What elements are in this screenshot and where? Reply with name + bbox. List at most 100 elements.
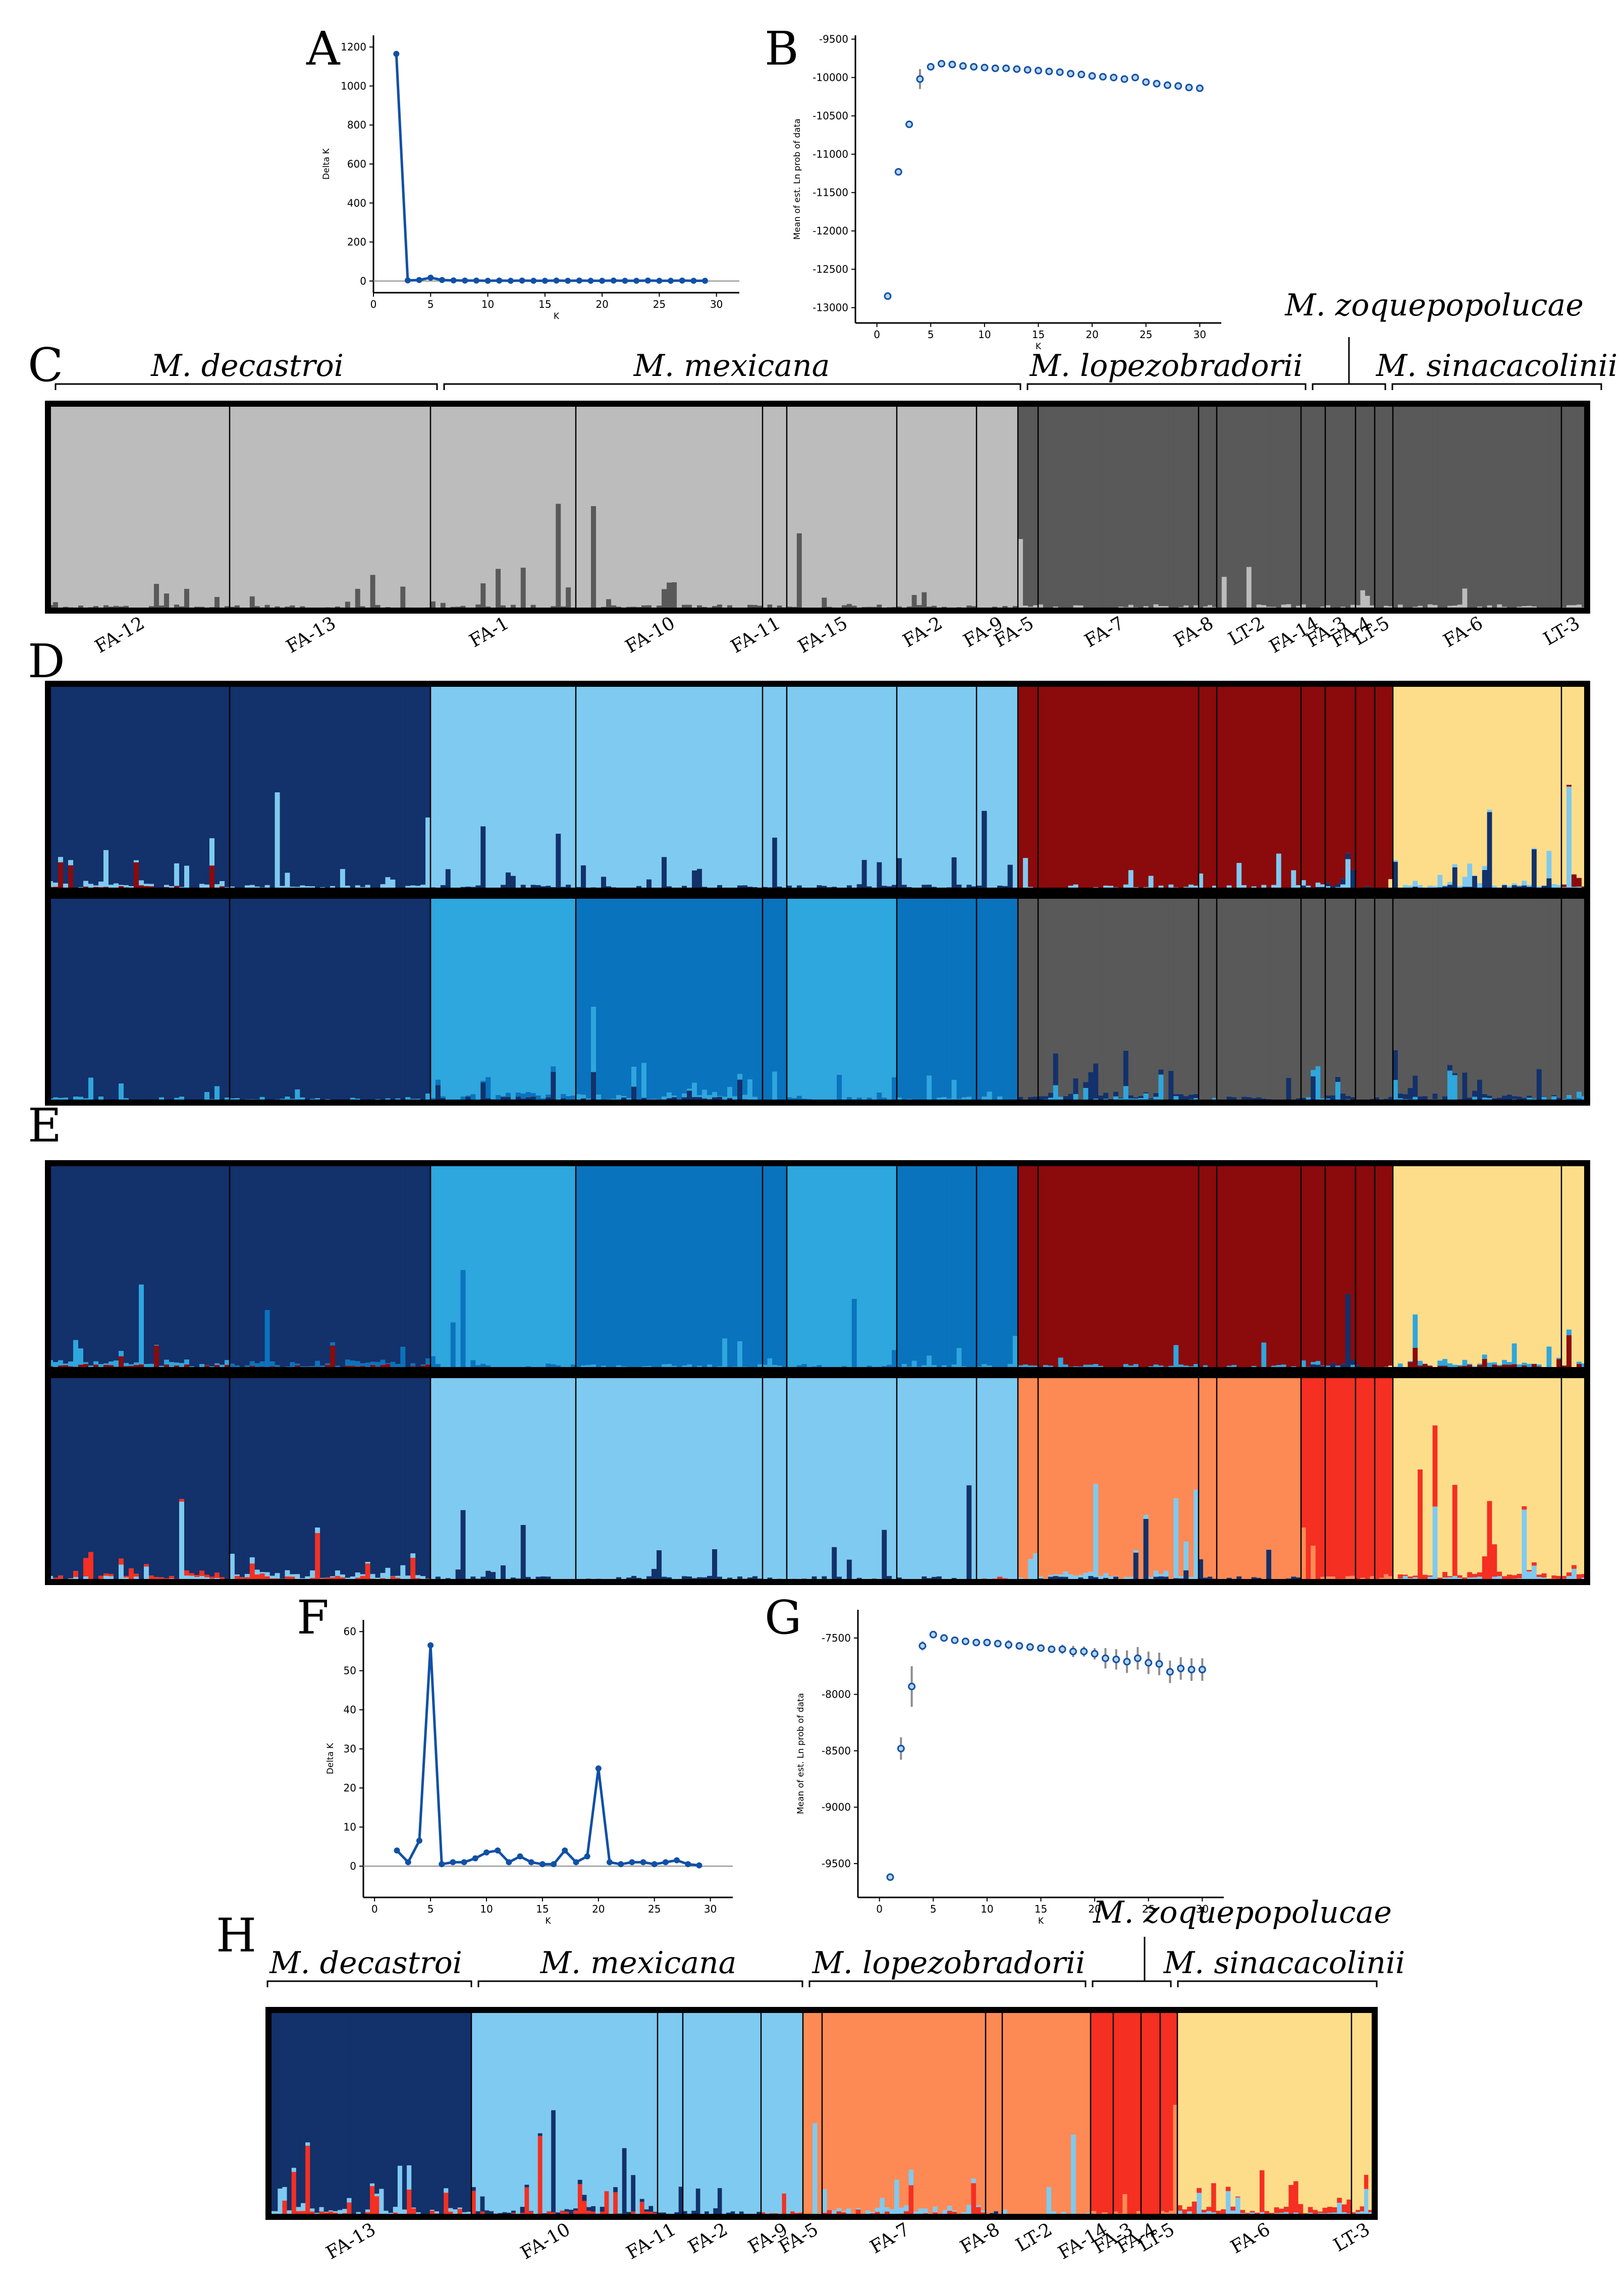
bar-e2-individual	[1098, 1375, 1104, 1576]
bar-d1-individual	[927, 684, 932, 885]
bar-h-individual	[971, 2010, 977, 2179]
bar-e1-individual	[687, 1163, 692, 1365]
bar-e2-individual	[214, 1375, 220, 1573]
bar-h-admixture	[564, 2209, 569, 2212]
bar-e2-admixture	[1173, 1498, 1179, 1578]
bar-h-admixture	[393, 2207, 398, 2213]
bar-e2-individual	[420, 1375, 426, 1576]
bar-c-individual	[956, 404, 962, 608]
chart-a-point	[484, 278, 491, 284]
bar-e2-admixture	[1093, 1484, 1099, 1577]
bar-d2-individual	[154, 896, 159, 1102]
bar-h-individual	[761, 2010, 766, 2212]
chart-g-point	[886, 1873, 894, 1881]
bar-d1-admixture	[139, 880, 144, 886]
bar-d2-admixture	[616, 1095, 622, 1101]
bar-d1-individual	[961, 684, 967, 890]
bar-h-individual	[1308, 2010, 1313, 2207]
bar-e2-individual	[692, 1375, 697, 1578]
bar-e2-admixture	[1068, 1574, 1074, 1581]
bar-e2-individual	[154, 1375, 159, 1577]
bar-e2-admixture	[345, 1577, 351, 1580]
bar-e1-individual	[1442, 1163, 1448, 1359]
bar-e1-individual	[491, 1163, 496, 1370]
bar-e2-admixture	[220, 1577, 225, 1580]
bar-d2-admixture	[1422, 1096, 1428, 1101]
bar-c-individual	[1296, 404, 1302, 606]
bar-e2-individual	[415, 1375, 421, 1575]
chart-a-point	[553, 278, 560, 284]
bar-e2-individual	[961, 1375, 967, 1581]
bar-d2-individual	[662, 896, 667, 1097]
bar-c-individual	[415, 404, 421, 608]
bar-d2-individual	[861, 896, 868, 1102]
bar-e1-individual	[922, 1163, 927, 1366]
bar-e1-individual	[872, 1163, 877, 1370]
bar-d1-individual	[83, 684, 89, 881]
bar-e2-individual	[1018, 1375, 1023, 1578]
bar-h-individual	[1341, 2010, 1347, 2205]
bar-c-individual	[470, 404, 476, 611]
bar-c-individual	[295, 404, 300, 609]
bar-d1-individual	[124, 684, 129, 886]
bar-h-individual	[1096, 2010, 1103, 2214]
bar-h-individual	[631, 2010, 636, 2175]
bar-d2-individual	[1536, 896, 1542, 1069]
bar-h-admixture	[1317, 2211, 1323, 2213]
bar-e2-individual	[1447, 1375, 1453, 1576]
chart-b-y-tick-label: -13000	[813, 302, 848, 314]
bar-e2-individual	[1365, 1375, 1371, 1581]
bar-c-individual	[1502, 404, 1507, 607]
chart-f-y-tick-label: 50	[344, 1665, 356, 1677]
bar-d2-admixture	[576, 1094, 581, 1100]
bar-d2-admixture	[1413, 1075, 1418, 1097]
bar-h-individual	[836, 2010, 842, 2209]
bar-c-individual	[149, 404, 154, 607]
bar-d1-individual	[1148, 684, 1154, 876]
bar-e2-individual	[1536, 1375, 1542, 1575]
bar-h-individual	[986, 2010, 990, 2216]
bar-e2-admixture	[184, 1570, 190, 1576]
bar-c-individual	[390, 404, 396, 610]
bar-c-individual	[1199, 404, 1204, 608]
bar-h-individual	[1211, 2010, 1217, 2184]
bar-e2-individual	[1502, 1375, 1507, 1576]
bar-e2-admixture	[1148, 1577, 1154, 1581]
bar-e2-individual	[837, 1375, 842, 1577]
bar-d1-admixture	[1467, 863, 1473, 887]
bar-d2-individual	[315, 896, 320, 1099]
bar-c-individual	[777, 404, 782, 606]
bar-d2-admixture	[1033, 1096, 1039, 1103]
bar-d2-admixture	[435, 1079, 441, 1085]
bar-e2-individual	[1188, 1375, 1194, 1577]
bar-d2-individual	[199, 896, 205, 1102]
bar-h-admixture	[1356, 2210, 1361, 2212]
bar-h-admixture	[1192, 2201, 1197, 2214]
bar-h-individual	[466, 2010, 472, 2212]
bar-e2-admixture	[335, 1575, 341, 1582]
bar-h-admixture	[520, 2207, 525, 2213]
bar-d1-individual	[1422, 684, 1428, 888]
bar-d2-individual	[717, 896, 723, 1097]
chart-g-x-tick-label: 5	[930, 1903, 937, 1915]
bar-h-admixture	[976, 2207, 982, 2217]
bar-d1-admixture	[1335, 884, 1341, 887]
bar-e1-admixture	[103, 1363, 109, 1365]
bar-e1-individual	[1345, 1163, 1351, 1294]
bar-d1-admixture	[109, 885, 114, 890]
bar-d2-individual	[1477, 896, 1483, 1080]
bar-h-individual	[347, 2010, 352, 2198]
bar-e2-admixture	[335, 1570, 341, 1576]
bar-d1-individual	[214, 684, 220, 885]
bar-c-individual	[1442, 404, 1448, 609]
bar-c-individual	[1375, 404, 1380, 609]
bar-e1-individual	[1251, 1163, 1257, 1366]
bar-e2-admixture	[360, 1575, 366, 1582]
bar-d1-individual	[58, 684, 64, 857]
bar-e1-individual	[1356, 1163, 1361, 1366]
bar-e2-admixture	[1561, 1575, 1567, 1579]
panel-label-e: E	[28, 1099, 62, 1153]
bar-d1-individual	[1561, 684, 1567, 885]
bar-d2-individual	[1217, 896, 1222, 1101]
bar-c-admixture	[672, 582, 677, 611]
